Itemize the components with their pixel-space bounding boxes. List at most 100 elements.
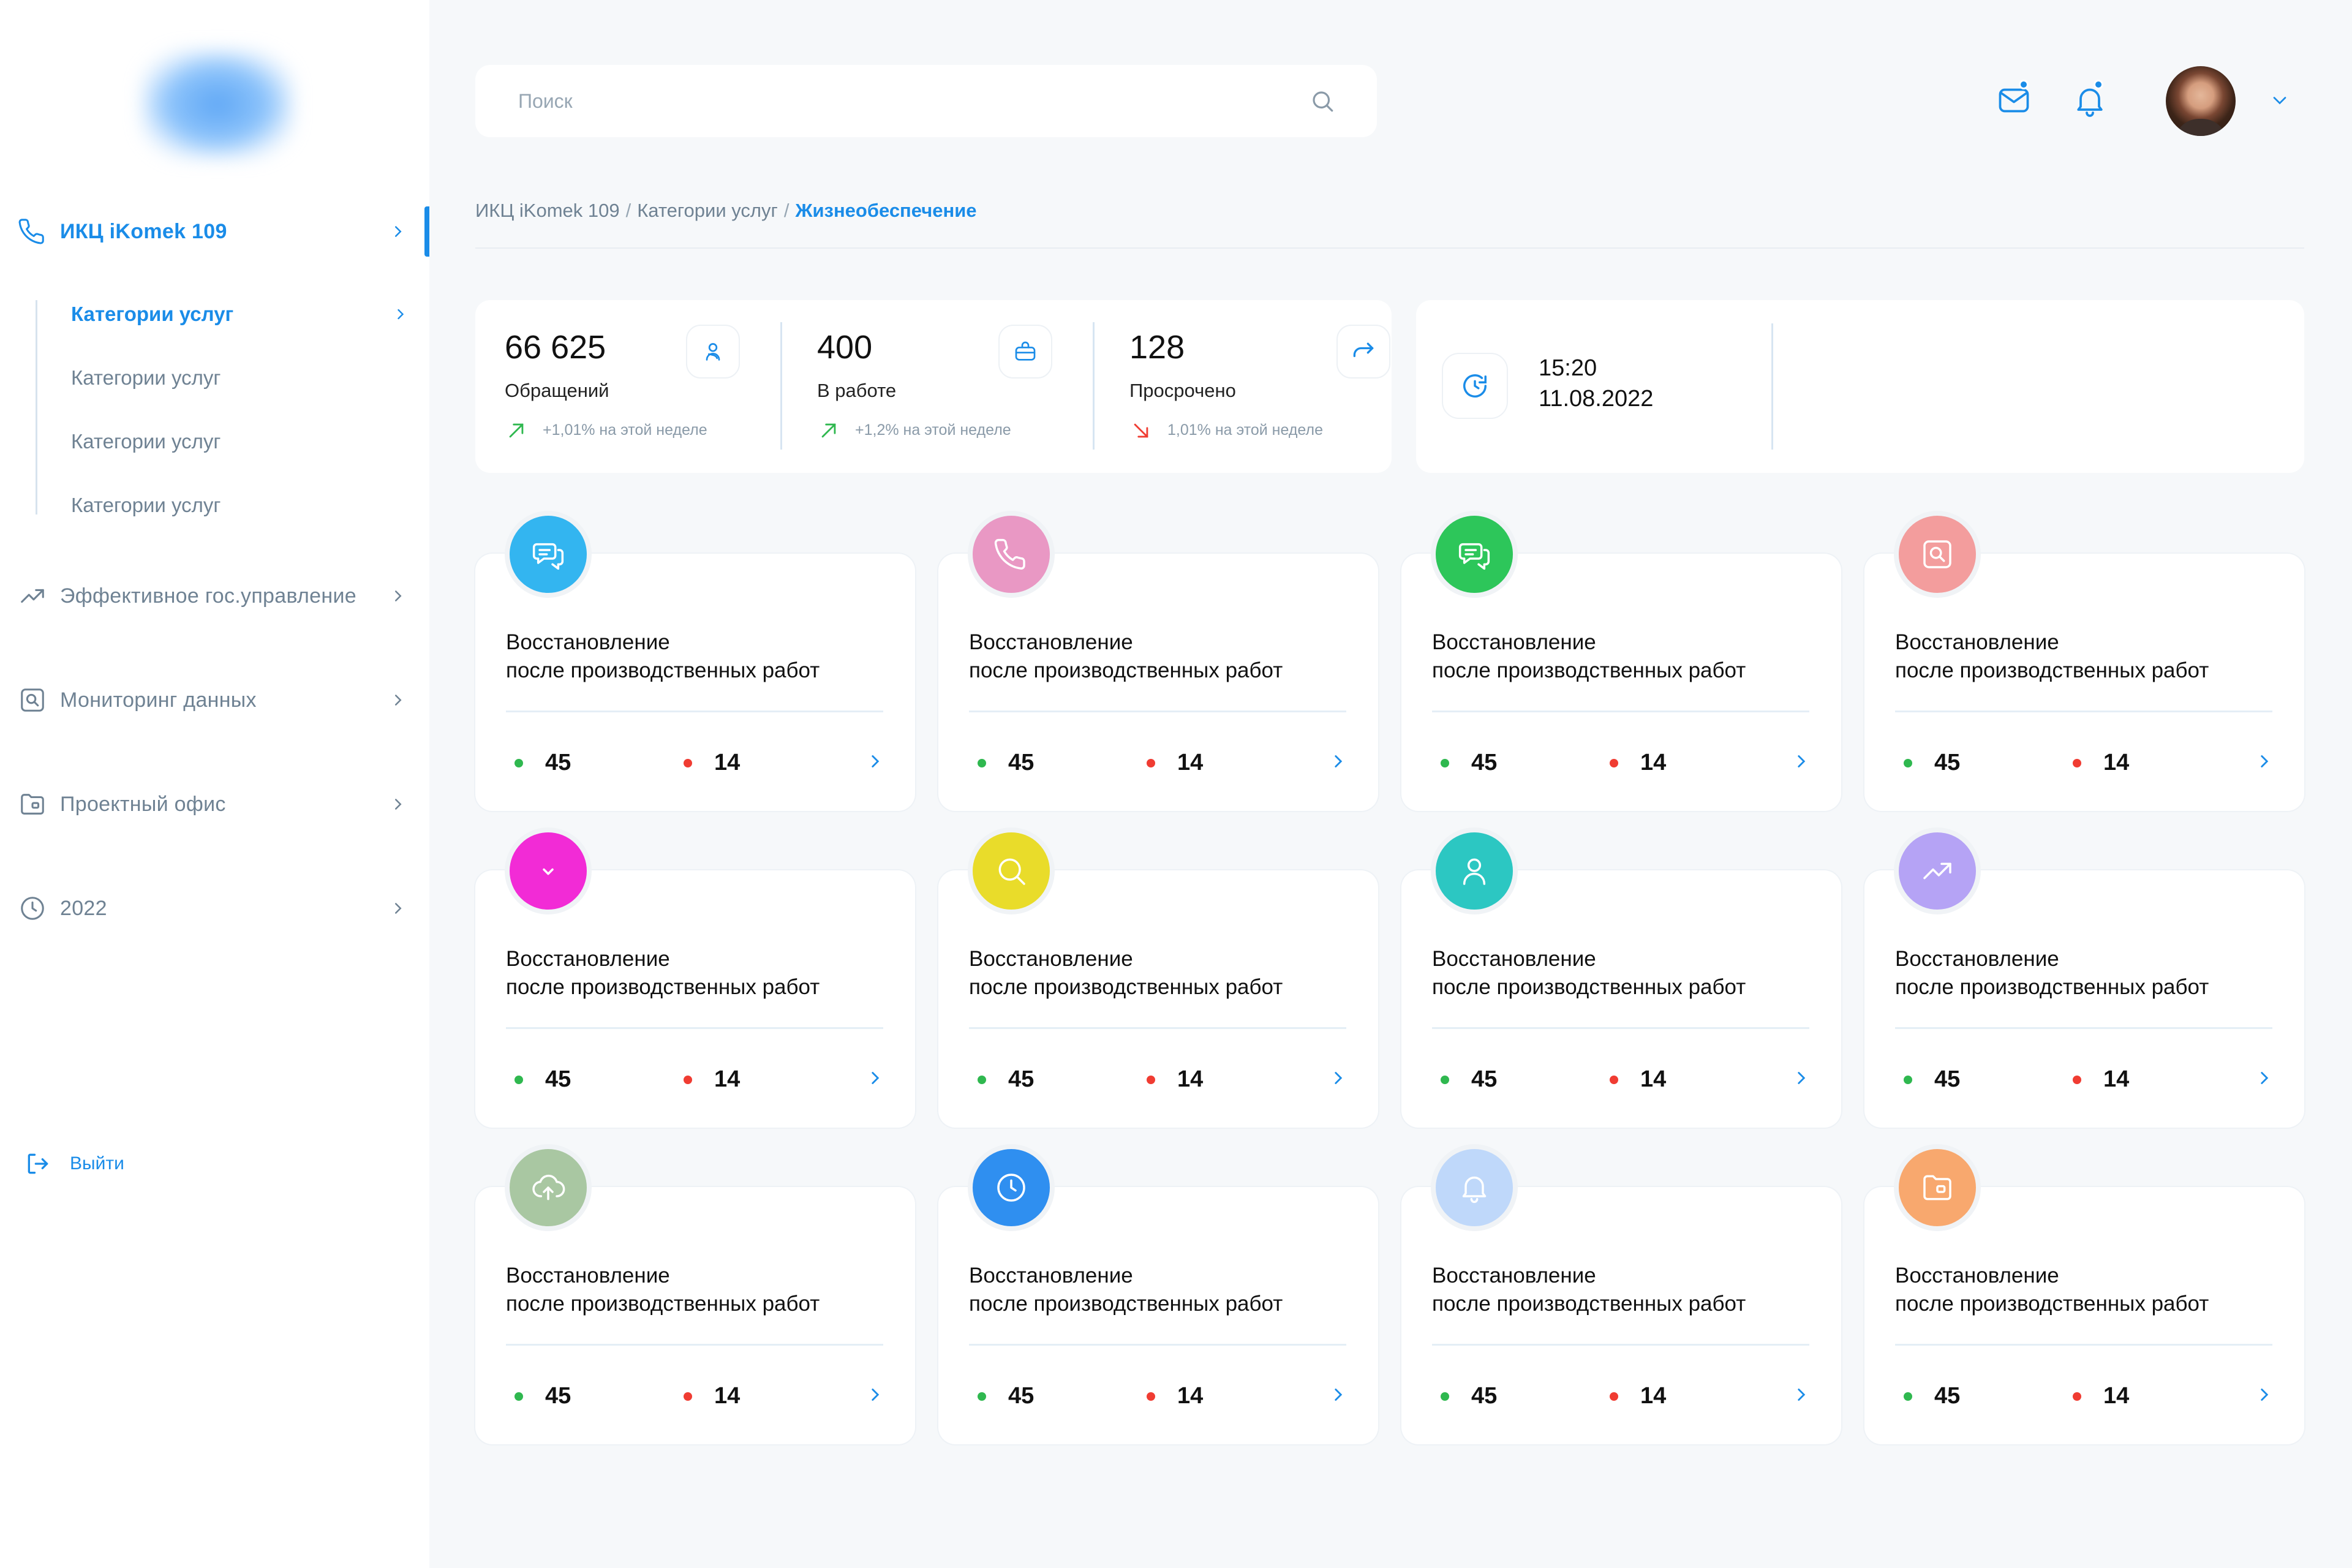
category-card[interactable]: Восстановление после производственных ра… xyxy=(1864,511,2304,811)
chevron-down-icon[interactable] xyxy=(2269,89,2291,111)
user-icon xyxy=(1463,858,1486,885)
monitor-search-icon xyxy=(1923,540,1951,568)
chevron-right-icon[interactable] xyxy=(865,751,886,772)
clock-icon xyxy=(21,897,44,920)
category-count-red: 14 xyxy=(1610,1383,1666,1409)
subitem-categories-4[interactable]: Категории услуг xyxy=(36,478,409,533)
chevron-right-icon[interactable] xyxy=(865,1068,886,1088)
status-dot-green xyxy=(1904,1392,1912,1401)
search-input[interactable] xyxy=(518,65,1253,137)
stat-icon-box xyxy=(686,325,740,379)
stat-divider xyxy=(1093,322,1095,450)
notification-badge xyxy=(2094,80,2103,89)
time-value: 15:20 xyxy=(1539,355,1597,381)
count-value: 14 xyxy=(2103,1383,2130,1409)
folder-icon xyxy=(21,794,44,815)
sidebar-item-2022[interactable]: 2022 xyxy=(0,875,429,942)
status-dot-red xyxy=(2073,1075,2081,1084)
chevron-right-icon[interactable] xyxy=(1328,751,1349,772)
search-icon[interactable] xyxy=(1310,88,1335,114)
category-count-green: 45 xyxy=(978,1066,1034,1093)
count-value: 45 xyxy=(545,1066,571,1092)
avatar[interactable] xyxy=(2166,66,2236,136)
category-icon-circle xyxy=(968,511,1055,598)
chevron-right-icon[interactable] xyxy=(2254,751,2275,772)
stat-value: 400 xyxy=(817,329,873,366)
logo[interactable] xyxy=(141,49,294,159)
card-divider xyxy=(969,1027,1346,1029)
category-title: Восстановление после производственных ра… xyxy=(1895,1264,2209,1316)
sidebar-item-governance[interactable]: Эффективное гос.управление xyxy=(0,562,429,630)
subitem-categories-2[interactable]: Категории услуг xyxy=(36,350,409,405)
card-divider xyxy=(969,1344,1346,1346)
category-icon-circle xyxy=(1894,827,1981,914)
category-card[interactable]: Восстановление после производственных ра… xyxy=(1864,827,2304,1128)
stat-value: 128 xyxy=(1129,329,1185,366)
count-value: 45 xyxy=(1008,750,1035,775)
count-value: 14 xyxy=(2103,750,2130,775)
stat-requests: 66 625 Обращений +1,01% на этой неделе xyxy=(475,300,782,473)
category-card[interactable]: Восстановление после производственных ра… xyxy=(938,511,1378,811)
card-divider xyxy=(1895,710,2272,712)
chevron-right-icon[interactable] xyxy=(1791,751,1812,772)
category-count-green: 45 xyxy=(1904,1066,1960,1093)
count-value: 45 xyxy=(1008,1066,1035,1092)
category-card[interactable]: Восстановление после производственных ра… xyxy=(475,827,915,1128)
trend-up-icon xyxy=(821,423,836,438)
chevron-right-icon[interactable] xyxy=(2254,1068,2275,1088)
datetime-divider xyxy=(1771,323,1773,450)
category-card[interactable]: Восстановление после производственных ра… xyxy=(1401,511,1841,811)
category-count-red: 14 xyxy=(684,1383,740,1409)
card-divider xyxy=(969,710,1346,712)
status-dot-green xyxy=(514,758,523,767)
category-card[interactable]: Восстановление после производственных ра… xyxy=(475,1144,915,1444)
breadcrumb: ИКЦ iKomek 109/Категории услуг / Жизнеобес… xyxy=(475,200,977,222)
category-card[interactable]: Восстановление после производственных ра… xyxy=(938,1144,1378,1444)
chevron-right-icon[interactable] xyxy=(1328,1068,1349,1088)
notifications-button[interactable] xyxy=(2071,80,2108,119)
category-icon-circle xyxy=(1894,511,1981,598)
chevron-right-icon[interactable] xyxy=(865,1384,886,1405)
clock-icon xyxy=(1463,374,1487,398)
category-title: Восстановление после производственных ра… xyxy=(506,1264,820,1316)
subitem-categories-1[interactable]: Категории услуг xyxy=(36,287,409,342)
mail-button[interactable] xyxy=(1996,80,2032,119)
chevron-right-icon[interactable] xyxy=(1791,1068,1812,1088)
sidebar-item-project-office[interactable]: Проектный офис xyxy=(0,771,429,838)
logout-button[interactable]: Выйти xyxy=(24,1145,124,1182)
category-count-red: 14 xyxy=(2073,1383,2129,1409)
category-title: Восстановление после производственных ра… xyxy=(1432,947,1746,999)
subitem-label: Категории услуг xyxy=(71,494,221,516)
category-count-green: 45 xyxy=(978,750,1034,776)
status-dot-green xyxy=(978,1392,986,1401)
category-card[interactable]: Восстановление после производственных ра… xyxy=(475,511,915,811)
category-count-red: 14 xyxy=(684,1066,740,1093)
logout-icon xyxy=(28,1153,48,1174)
sidebar-item-label: ИКЦ iKomek 109 xyxy=(60,219,227,243)
subitem-categories-3[interactable]: Категории услуг xyxy=(36,414,409,469)
chevron-right-icon[interactable] xyxy=(2254,1384,2275,1405)
trend-down-icon xyxy=(1134,423,1148,438)
chevron-right-icon[interactable] xyxy=(1791,1384,1812,1405)
count-value: 45 xyxy=(1471,750,1498,775)
sidebar-item-monitoring[interactable]: Мониторинг данных xyxy=(0,666,429,734)
chevron-right-icon[interactable] xyxy=(1328,1384,1349,1405)
sidebar-item-label: Проектный офис xyxy=(60,792,226,816)
category-card[interactable]: Восстановление после производственных ра… xyxy=(1401,827,1841,1128)
breadcrumb-item[interactable]: Категории услуг xyxy=(637,200,778,221)
count-value: 14 xyxy=(1177,1383,1204,1409)
category-card[interactable]: Восстановление после производственных ра… xyxy=(1864,1144,2304,1444)
status-dot-green xyxy=(1441,758,1449,767)
category-card[interactable]: Восстановление после производственных ра… xyxy=(1401,1144,1841,1444)
count-value: 14 xyxy=(714,750,741,775)
date-value: 11.08.2022 xyxy=(1539,386,1654,412)
category-count-red: 14 xyxy=(1147,750,1203,776)
category-count-red: 14 xyxy=(2073,1066,2129,1093)
status-dot-red xyxy=(1147,1392,1155,1401)
stats-card: 66 625 Обращений +1,01% на этой неделе 4… xyxy=(475,300,1392,473)
category-card[interactable]: Восстановление после производственных ра… xyxy=(938,827,1378,1128)
sidebar-item-ikomek[interactable]: ИКЦ iKomek 109 xyxy=(0,198,429,265)
sub-tree-line xyxy=(36,300,38,514)
search-icon xyxy=(998,858,1025,885)
breadcrumb-item[interactable]: ИКЦ iKomek 109 xyxy=(475,200,620,221)
